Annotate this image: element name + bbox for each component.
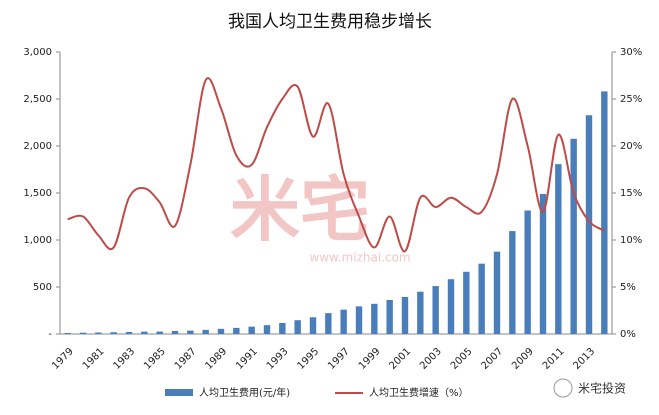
bar: [432, 286, 439, 334]
brand: 米宅投资: [578, 381, 626, 396]
bar: [585, 115, 593, 335]
bar: [171, 330, 179, 334]
bar: [141, 331, 148, 334]
legend-swatch: [165, 389, 193, 396]
bar: [217, 328, 225, 334]
bar: [233, 327, 240, 334]
y2-tick-label: 25%: [620, 94, 642, 105]
chart-title: 我国人均卫生费用稳步增长: [228, 12, 432, 32]
bar: [601, 91, 608, 334]
y-tick-label: 500: [33, 282, 52, 293]
bar: [401, 296, 409, 334]
y-tick-label: -: [48, 329, 52, 340]
y2-tick-label: 0%: [620, 329, 636, 340]
bar: [79, 332, 87, 334]
bar: [386, 299, 393, 334]
bar: [524, 210, 531, 334]
bar: [539, 193, 547, 334]
y-tick-label: 1,000: [23, 235, 52, 246]
legend-label: 人均卫生费增速（%）: [369, 386, 469, 399]
bar: [555, 164, 562, 334]
bar: [294, 320, 301, 334]
y2-tick-label: 5%: [620, 282, 636, 293]
y2-tick-label: 20%: [620, 141, 642, 152]
bar: [64, 332, 71, 334]
bar: [463, 271, 470, 334]
bar: [309, 317, 317, 334]
watermark: 米宅: [230, 169, 370, 251]
legend-label: 人均卫生费用(元/年): [199, 386, 290, 399]
bar: [447, 279, 455, 334]
y2-tick-label: 15%: [620, 188, 642, 199]
line: [67, 77, 605, 253]
bar: [156, 331, 163, 334]
brand-icon: [553, 378, 573, 398]
y-tick-label: 2,500: [23, 94, 52, 105]
bar: [417, 291, 424, 334]
bar: [325, 313, 332, 334]
y-tick-label: 3,000: [23, 47, 52, 58]
bar: [110, 332, 117, 334]
y-tick-label: 1,500: [23, 188, 52, 199]
bar: [125, 332, 133, 334]
bar: [371, 303, 378, 334]
bar: [95, 332, 102, 334]
bar: [187, 330, 194, 334]
bar: [263, 325, 271, 334]
bar: [493, 251, 501, 334]
bar: [248, 326, 255, 334]
bar: [340, 309, 347, 334]
watermark-url: www.mizhai.com: [309, 251, 410, 265]
y2-tick-label: 30%: [620, 47, 642, 58]
bar: [355, 306, 363, 334]
y-tick-label: 2,000: [23, 141, 52, 152]
bar: [570, 138, 577, 334]
y2-tick-label: 10%: [620, 235, 642, 246]
bar: [509, 231, 516, 334]
bar: [478, 263, 485, 334]
bar: [279, 323, 286, 334]
bar: [202, 329, 209, 334]
